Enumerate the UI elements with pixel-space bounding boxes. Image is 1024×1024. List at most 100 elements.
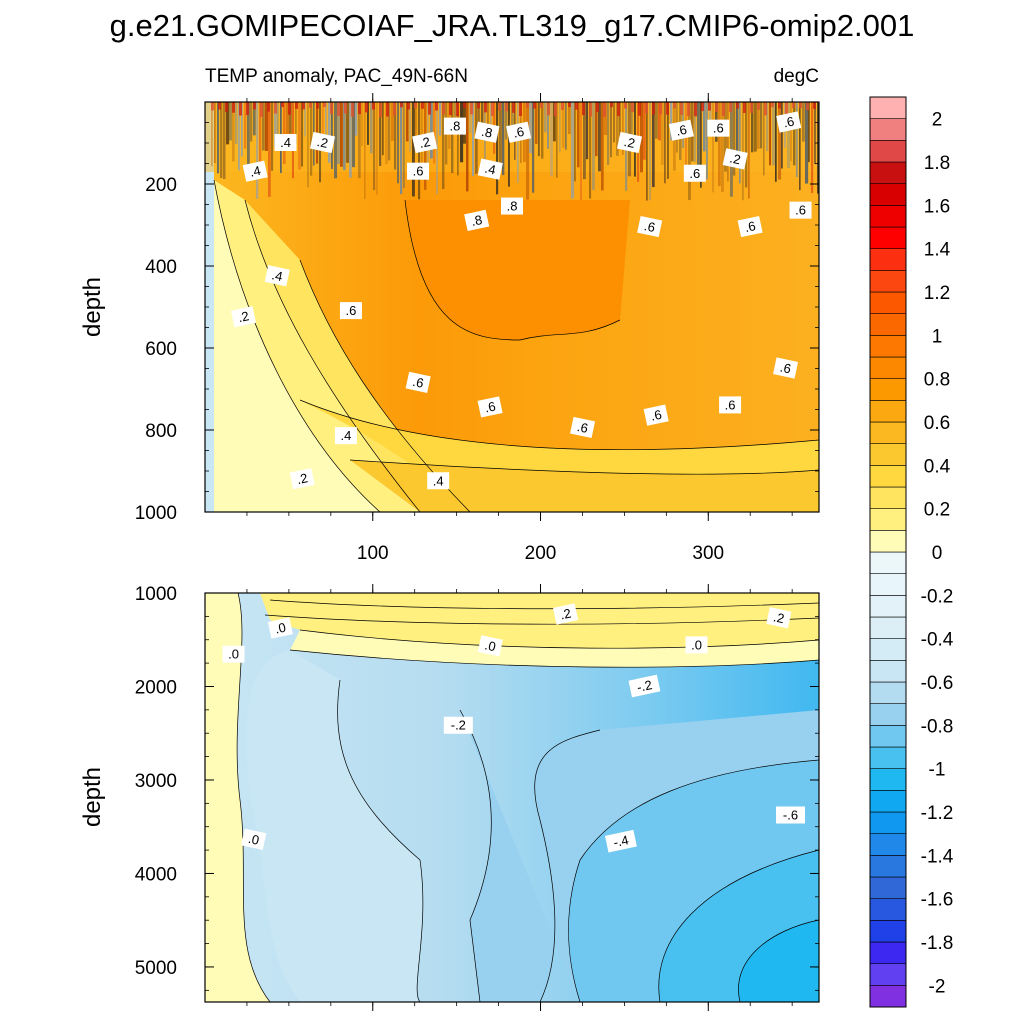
surface-stripe (298, 102, 301, 170)
surface-stripe (751, 102, 754, 153)
surface-stripe (694, 102, 696, 163)
lower-plot-frame (204, 592, 820, 1003)
contour-label: .6 (643, 404, 669, 426)
surface-warm-stripe (673, 102, 676, 109)
colorbar-tick-label: 0.4 (924, 456, 951, 477)
surface-stripe (568, 102, 571, 135)
surface-stripe (304, 102, 306, 137)
surface-warm-stripe (260, 102, 263, 117)
surface-warm-stripe (512, 102, 515, 113)
contour-label-text: .6 (512, 124, 526, 141)
y-tick-label: 5000 (135, 958, 177, 979)
surface-warm-stripe (596, 102, 599, 112)
surface-stripe (259, 102, 262, 163)
surface-stripe (466, 102, 469, 192)
surface-warm-stripe (365, 102, 368, 113)
contour-label-text: .2 (418, 134, 432, 151)
colorbar-tick-label: -1.4 (921, 846, 954, 867)
contour-label: .2 (230, 306, 257, 328)
colorbar-swatch (869, 898, 907, 921)
contour-label-text: .6 (649, 407, 663, 424)
surface-stripe (217, 102, 220, 174)
surface-warm-stripe (813, 102, 816, 109)
surface-stripe (382, 102, 384, 156)
surface-stripe (235, 102, 238, 144)
contour-label-text: .0 (228, 647, 239, 662)
surface-warm-stripe (225, 102, 228, 112)
colorbar-swatch (869, 183, 907, 206)
contour-label-text: .6 (643, 218, 657, 235)
surface-stripe (394, 102, 397, 170)
surface-stripe (265, 102, 268, 151)
surface-warm-stripe (666, 102, 669, 115)
surface-stripe (226, 102, 230, 145)
surface-warm-stripe (246, 102, 249, 116)
surface-stripe (334, 102, 338, 179)
surface-warm-stripe (743, 102, 746, 113)
surface-stripe (283, 102, 286, 164)
surface-warm-stripe (519, 102, 522, 117)
surface-stripe (724, 102, 727, 172)
lower-contour-fill (205, 593, 819, 1002)
contour-label-box (242, 160, 268, 182)
colorbar-swatch (869, 465, 907, 488)
surface-stripe (598, 102, 601, 172)
contour-label: .0 (267, 617, 293, 639)
contour-label-text: .6 (725, 397, 736, 412)
surface-stripe (364, 102, 366, 200)
contour-label: .6 (737, 215, 763, 238)
surface-stripe (538, 102, 540, 157)
surface-warm-stripe (295, 102, 298, 109)
colorbar-tick-label: 0 (932, 543, 943, 564)
surface-stripe (541, 102, 544, 159)
surface-stripe (622, 102, 624, 155)
surface-stripe (307, 102, 309, 188)
surface-stripe (223, 102, 226, 180)
surface-stripe (727, 102, 729, 182)
surface-warm-stripe (477, 102, 480, 109)
surface-stripe (232, 102, 235, 162)
surface-warm-stripe (274, 102, 277, 114)
colorbar-swatch (869, 248, 907, 271)
colorbar-tick-label: -1.8 (921, 933, 954, 954)
surface-stripe (355, 102, 358, 136)
contour-label: .2 (617, 131, 643, 154)
contour-label-text: .0 (483, 637, 497, 654)
surface-warm-stripe (372, 102, 375, 110)
contour-label-text: .6 (795, 203, 806, 218)
surface-stripe (574, 102, 576, 182)
contour-label-text: .6 (413, 164, 424, 179)
surface-stripe (358, 102, 361, 179)
colorbar-swatch (869, 443, 907, 466)
surface-warm-stripe (638, 102, 641, 116)
chart-subtitle-left: TEMP anomaly, PAC_49N-66N (205, 66, 468, 87)
surface-stripe (670, 102, 673, 141)
surface-stripe (550, 102, 553, 177)
contour-label-box (474, 121, 500, 143)
surface-warm-stripe (631, 102, 634, 113)
surface-warm-stripe (750, 102, 753, 113)
contour-label: .0 (477, 635, 503, 657)
surface-stripe (454, 102, 457, 133)
contour-label: .0 (685, 636, 708, 654)
y-tick-label: 400 (145, 257, 177, 278)
contour-label-box (412, 131, 438, 154)
surface-stripe (580, 102, 582, 200)
y-tick-label: 800 (145, 421, 177, 442)
colorbar-swatch (869, 963, 907, 986)
surface-stripe (616, 102, 619, 156)
lower-panel: .0 .0 .0 .2 .0 .2 -.2 -.2 .0 -.4 -.6 1000 2000 3000 4… (79, 584, 820, 1011)
surface-stripe (700, 102, 702, 188)
surface-stripe (685, 102, 687, 179)
surface-stripe (526, 102, 530, 200)
surface-warm-stripe (547, 102, 550, 116)
surface-stripe (238, 102, 240, 171)
surface-stripe (613, 102, 616, 143)
surface-warm-stripe (575, 102, 578, 110)
colorbar-swatch (869, 725, 907, 748)
surface-warm-stripe (589, 102, 592, 117)
contour-label: .0 (241, 828, 267, 850)
surface-stripe (262, 102, 265, 151)
colorbar-swatch (869, 356, 907, 379)
surface-stripe (532, 102, 535, 193)
